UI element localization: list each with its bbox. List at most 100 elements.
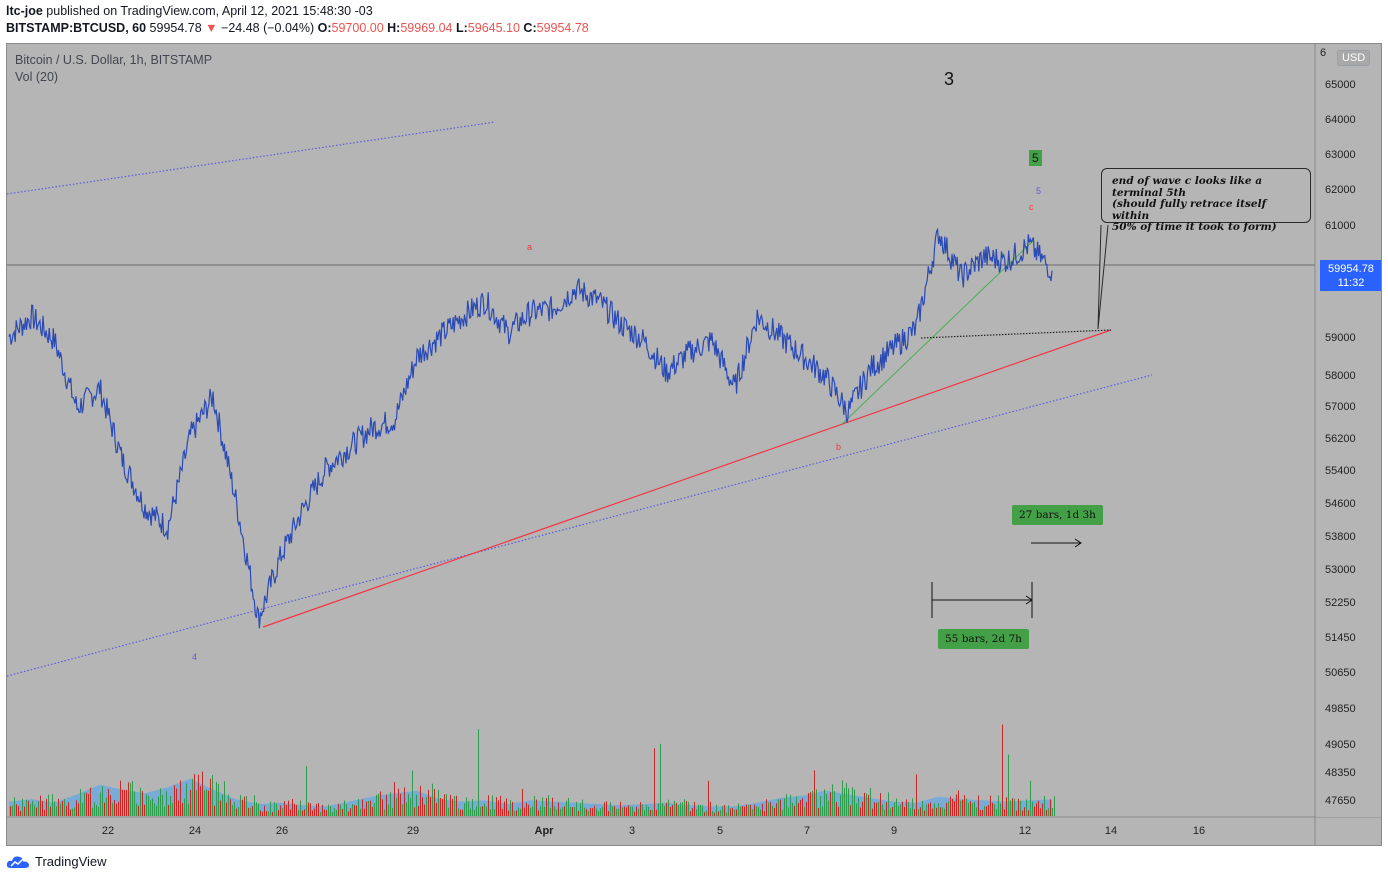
volume-bar <box>668 799 669 816</box>
price-tick: 56200 <box>1325 433 1356 445</box>
callout-pointer <box>1097 224 1109 330</box>
volume-bar <box>130 783 131 816</box>
currency-badge[interactable]: USD <box>1337 50 1371 66</box>
volume-bar <box>364 808 365 816</box>
volume-bar <box>658 803 659 816</box>
volume-bar <box>646 805 647 816</box>
volume-bar <box>1012 798 1013 816</box>
chart-canvas[interactable]: 6 65000 64000 63000 62000 61000 59000 58000 5700… <box>7 44 1382 846</box>
volume-bar <box>60 803 61 816</box>
volume-bar <box>666 802 667 816</box>
bars-range-1 <box>931 582 1033 618</box>
time-tick: 5 <box>717 825 723 837</box>
price-tick: 63000 <box>1325 149 1356 161</box>
volume-bar <box>970 801 971 816</box>
volume-bar <box>512 801 513 816</box>
time-tick: 14 <box>1105 825 1117 837</box>
volume-bar <box>1034 806 1035 816</box>
volume-bar <box>200 786 201 816</box>
author-name[interactable]: ltc-joe <box>6 4 43 18</box>
volume-bar <box>332 812 333 816</box>
volume-bar <box>296 804 297 816</box>
volume-bar <box>834 791 835 816</box>
volume-legend[interactable]: Vol (20) <box>15 70 59 84</box>
tradingview-logo[interactable]: TradingView <box>6 854 107 869</box>
time-tick: 16 <box>1193 825 1205 837</box>
volume-bar <box>212 775 213 816</box>
volume-bar <box>882 804 883 816</box>
volume-bar <box>968 802 969 816</box>
volume-bar <box>962 799 963 816</box>
volume-bar <box>812 791 813 816</box>
wave-b-label: b <box>836 442 842 452</box>
volume-bar <box>794 805 795 816</box>
price-tick: 64000 <box>1325 114 1356 126</box>
volume-bar <box>30 803 31 816</box>
volume-bar <box>1046 810 1047 816</box>
volume-bar <box>644 810 645 816</box>
volume-bar <box>938 803 939 816</box>
volume-bar <box>942 807 943 816</box>
volume-bar <box>828 800 829 816</box>
volume-bar <box>1008 754 1009 816</box>
volume-bar <box>846 783 847 816</box>
volume-bar <box>292 799 293 816</box>
range2-label[interactable]: 27 bars, 1d 3h <box>1012 505 1103 525</box>
volume-bar <box>712 811 713 816</box>
volume-bar <box>910 808 911 816</box>
volume-bar <box>340 804 341 816</box>
volume-bar <box>672 804 673 816</box>
volume-bar <box>976 807 977 816</box>
volume-bar <box>206 789 207 816</box>
range1-label[interactable]: 55 bars, 2d 7h <box>938 629 1029 649</box>
volume-bar <box>894 802 895 816</box>
volume-bar <box>814 770 815 816</box>
volume-bar <box>708 780 709 816</box>
volume-bar <box>466 797 467 816</box>
volume-bar <box>632 806 633 816</box>
volume-bar <box>596 808 597 816</box>
volume-bar <box>224 781 225 816</box>
chart-pane[interactable]: 6 65000 64000 63000 62000 61000 59000 58000 5700… <box>6 43 1382 846</box>
volume-bar <box>974 802 975 816</box>
volume-bar <box>934 803 935 816</box>
volume-bar <box>838 806 839 816</box>
volume-bar <box>404 787 405 816</box>
volume-bar <box>776 803 777 816</box>
volume-bar <box>400 793 401 816</box>
chart-legend-title[interactable]: Bitcoin / U.S. Dollar, 1h, BITSTAMP <box>15 53 213 67</box>
volume-bar <box>22 798 23 816</box>
volume-bar <box>718 811 719 816</box>
volume-bar <box>24 806 25 816</box>
volume-bar <box>810 792 811 816</box>
volume-bar <box>322 804 323 816</box>
volume-bar <box>710 801 711 816</box>
volume-bar <box>178 800 179 816</box>
time-tick: 3 <box>629 825 635 837</box>
price-tick: 50650 <box>1325 667 1356 679</box>
volume-bar <box>1036 803 1037 816</box>
volume-bar <box>356 805 357 816</box>
volume-bar <box>306 766 307 816</box>
volume-bar <box>328 804 329 816</box>
volume-bar <box>140 787 141 816</box>
wave-c-callout[interactable]: end of wave c looks like a terminal 5th … <box>1101 168 1311 233</box>
volume-bar <box>120 780 121 816</box>
volume-bar <box>960 800 961 816</box>
volume-bar <box>72 808 73 816</box>
volume-bar <box>10 806 11 816</box>
publish-header: ltc-joe published on TradingView.com, Ap… <box>6 4 373 18</box>
volume-bar <box>318 803 319 816</box>
volume-bar <box>848 788 849 816</box>
price-axis: 6 65000 64000 63000 62000 61000 59000 58000 5700… <box>1320 47 1356 807</box>
volume-bar <box>402 804 403 816</box>
volume-bar <box>516 810 517 816</box>
volume-bar <box>628 805 629 816</box>
volume-bar <box>866 793 867 816</box>
volume-bar <box>1022 810 1023 816</box>
volume-bar <box>302 810 303 816</box>
volume-bar <box>638 808 639 816</box>
volume-bar <box>902 801 903 816</box>
volume-bar <box>256 802 257 816</box>
volume-bar <box>606 801 607 816</box>
